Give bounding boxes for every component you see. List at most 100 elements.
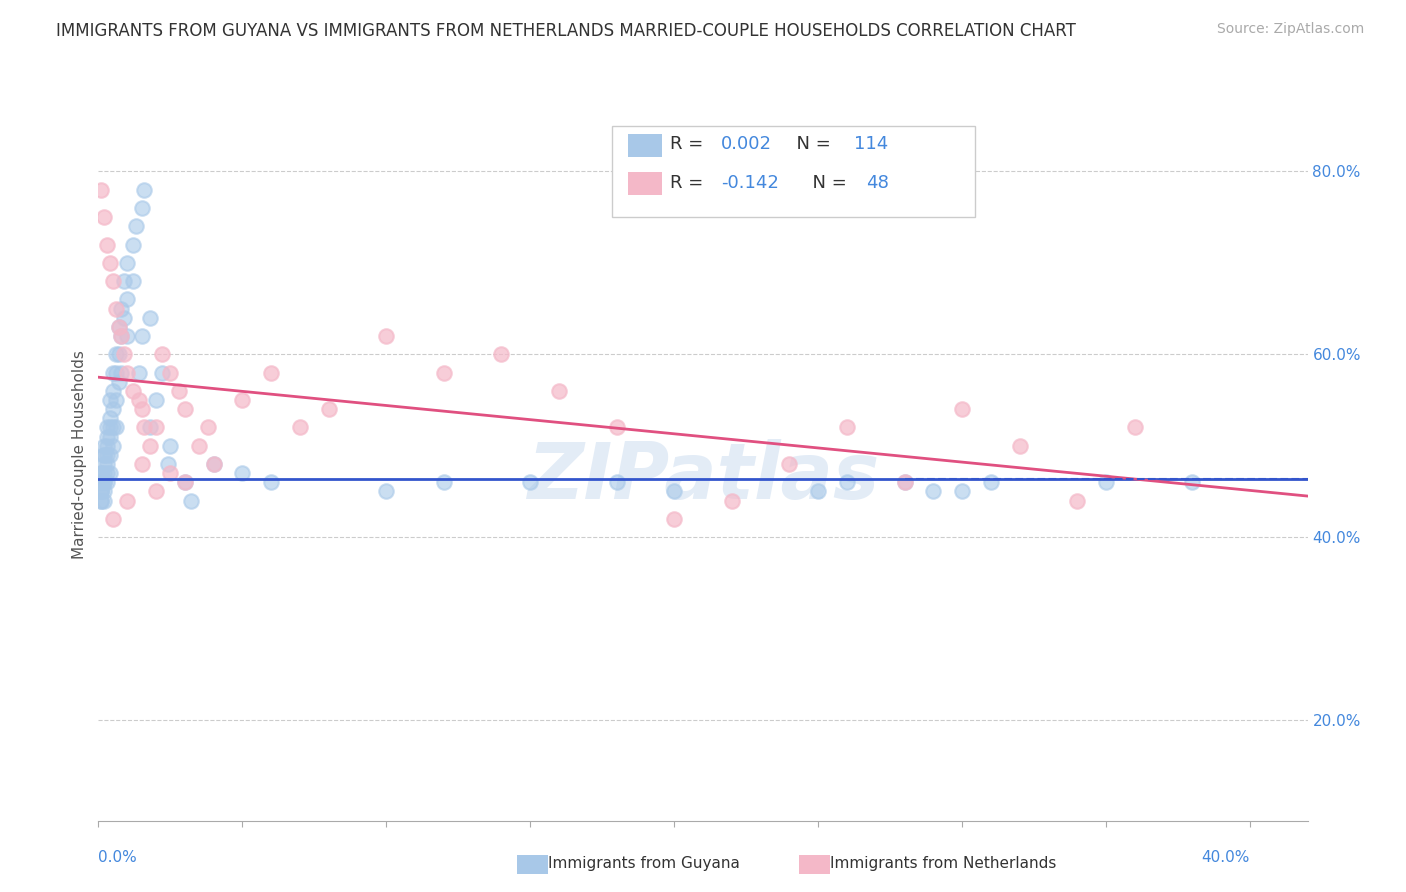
Point: [98, 392, 121, 407]
Point: [134, 183, 156, 197]
Point: [96, 457, 118, 471]
Point: [93, 484, 115, 499]
Point: [107, 320, 129, 334]
Text: Source: ZipAtlas.com: Source: ZipAtlas.com: [1216, 22, 1364, 37]
Point: [922, 484, 945, 499]
Point: [893, 475, 915, 490]
Point: [98, 448, 121, 462]
Point: [664, 484, 686, 499]
Point: [150, 347, 173, 361]
Point: [202, 457, 225, 471]
Point: [110, 329, 132, 343]
Point: [835, 420, 858, 434]
Point: [93, 448, 115, 462]
Point: [156, 457, 179, 471]
Point: [98, 420, 121, 434]
Point: [1123, 420, 1146, 434]
Text: N =: N =: [801, 174, 852, 192]
Point: [90, 475, 112, 490]
Point: [318, 402, 340, 417]
Point: [115, 329, 138, 343]
Point: [110, 329, 132, 343]
Point: [150, 366, 173, 380]
Point: [139, 310, 162, 325]
Point: [110, 366, 132, 380]
Point: [1008, 439, 1031, 453]
Point: [131, 201, 153, 215]
Point: [1095, 475, 1118, 490]
Point: [93, 475, 115, 490]
Point: [101, 274, 124, 288]
Point: [96, 237, 118, 252]
Point: [93, 439, 115, 453]
Y-axis label: Married-couple Households: Married-couple Households: [72, 351, 87, 559]
Point: [491, 347, 513, 361]
Point: [107, 320, 129, 334]
Point: [606, 420, 628, 434]
Point: [231, 392, 253, 407]
Point: [188, 439, 211, 453]
Point: [134, 420, 156, 434]
Point: [104, 420, 127, 434]
Point: [90, 484, 112, 499]
Point: [101, 384, 124, 398]
Point: [101, 366, 124, 380]
Point: [139, 420, 162, 434]
Point: [433, 475, 456, 490]
Point: [548, 384, 571, 398]
Point: [125, 219, 148, 234]
Text: 0.002: 0.002: [721, 135, 772, 153]
FancyBboxPatch shape: [628, 134, 662, 157]
Point: [96, 466, 118, 480]
Point: [101, 402, 124, 417]
Point: [112, 274, 135, 288]
Point: [96, 420, 118, 434]
Point: [110, 301, 132, 316]
Text: Immigrants from Netherlands: Immigrants from Netherlands: [830, 856, 1056, 871]
Point: [107, 347, 129, 361]
Point: [893, 475, 915, 490]
Point: [167, 384, 190, 398]
Point: [139, 439, 162, 453]
Point: [96, 475, 118, 490]
Point: [107, 375, 129, 389]
Point: [173, 475, 195, 490]
Point: [835, 475, 858, 490]
Point: [1066, 493, 1088, 508]
Point: [145, 392, 167, 407]
Point: [145, 484, 167, 499]
Point: [606, 475, 628, 490]
Point: [90, 475, 112, 490]
Text: Immigrants from Guyana: Immigrants from Guyana: [548, 856, 740, 871]
Point: [145, 420, 167, 434]
Point: [112, 347, 135, 361]
Point: [980, 475, 1002, 490]
Point: [90, 484, 112, 499]
Point: [90, 475, 112, 490]
Point: [101, 420, 124, 434]
Text: -0.142: -0.142: [721, 174, 779, 192]
Point: [128, 392, 150, 407]
Point: [159, 466, 181, 480]
Point: [115, 493, 138, 508]
Text: 48: 48: [866, 174, 889, 192]
Text: 40.0%: 40.0%: [1202, 850, 1250, 865]
Point: [1181, 475, 1204, 490]
Point: [375, 484, 398, 499]
Point: [98, 411, 121, 425]
Point: [122, 237, 145, 252]
Point: [159, 366, 181, 380]
Point: [101, 512, 124, 526]
Point: [375, 329, 398, 343]
Point: [131, 329, 153, 343]
FancyBboxPatch shape: [613, 126, 976, 218]
Point: [519, 475, 541, 490]
Point: [101, 439, 124, 453]
Point: [664, 512, 686, 526]
Point: [260, 366, 283, 380]
Point: [90, 493, 112, 508]
Text: R =: R =: [671, 174, 710, 192]
Point: [93, 448, 115, 462]
Text: ZIPatlas: ZIPatlas: [527, 439, 879, 515]
Point: [96, 439, 118, 453]
